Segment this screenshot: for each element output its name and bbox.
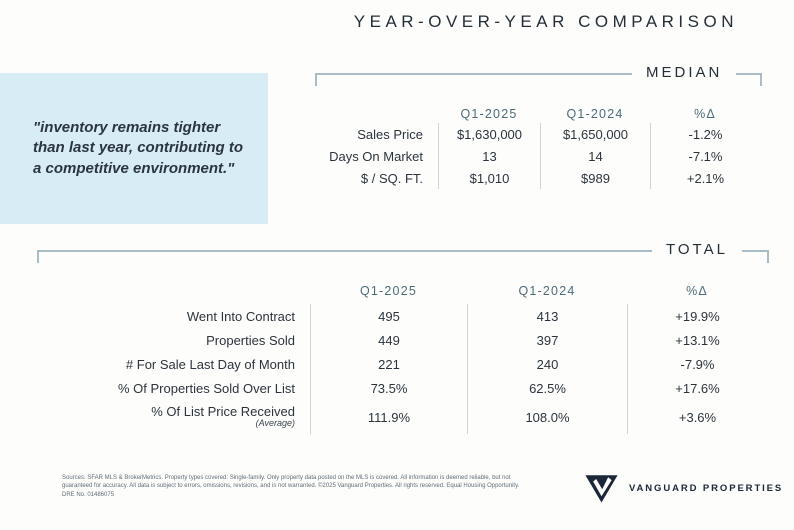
row-label: Days On Market xyxy=(329,148,423,164)
row-label: % Of Properties Sold Over List xyxy=(117,380,295,396)
row-label: $ / SQ. FT. xyxy=(360,170,423,186)
row-label: Went Into Contract xyxy=(186,308,295,324)
median-bracket-corner xyxy=(736,73,763,86)
cell-value: $989 xyxy=(540,167,650,189)
cell-value: +17.6% xyxy=(627,376,767,400)
cell-value: -1.2% xyxy=(650,123,760,145)
row-label: Properties Sold xyxy=(206,332,295,348)
total-column-header-q1-2025: Q1-2025 xyxy=(359,284,418,298)
row-label-sub: (Average) xyxy=(255,418,295,429)
cell-value: -7.9% xyxy=(627,352,767,376)
cell-value: 111.9% xyxy=(310,400,467,434)
total-section-label: TOTAL xyxy=(666,241,728,258)
cell-value: 108.0% xyxy=(467,400,627,434)
cell-value: +13.1% xyxy=(627,328,767,352)
cell-value: +3.6% xyxy=(627,400,767,434)
total-column-header-delta: %Δ xyxy=(686,284,708,298)
row-label: Sales Price xyxy=(357,126,423,142)
row-label: % Of List Price Received (Average) xyxy=(20,400,310,434)
cell-value: $1,010 xyxy=(438,167,540,189)
cell-value: 13 xyxy=(438,145,540,167)
median-column-header-q1-2025: Q1-2025 xyxy=(460,107,518,121)
cell-value: 62.5% xyxy=(467,376,627,400)
page-title: YEAR-OVER-YEAR COMPARISON xyxy=(353,12,738,31)
footer-disclaimer: Sources: SFAR MLS & BrokerMetrics. Prope… xyxy=(62,475,520,498)
cell-value: +19.9% xyxy=(627,304,767,328)
median-section-label: MEDIAN xyxy=(646,64,723,81)
cell-value: 413 xyxy=(467,304,627,328)
total-bracket-line xyxy=(37,250,652,263)
cell-value: 14 xyxy=(540,145,650,167)
total-table: Q1-2025 Q1-2024 %Δ Went Into Contract 49… xyxy=(20,278,767,434)
median-column-header-q1-2024: Q1-2024 xyxy=(566,107,624,121)
cell-value: +2.1% xyxy=(650,167,760,189)
quote-box: "inventory remains tighter than last yea… xyxy=(0,73,268,224)
total-header-spacer xyxy=(20,278,310,304)
median-section-header: MEDIAN xyxy=(315,64,763,86)
median-table: Q1-2025 Q1-2024 %Δ Sales Price $1,630,00… xyxy=(300,101,760,189)
median-bracket-line xyxy=(315,73,632,86)
cell-value: 221 xyxy=(310,352,467,376)
row-label-main: % Of List Price Received xyxy=(151,403,295,419)
row-label: # For Sale Last Day of Month xyxy=(125,356,295,372)
cell-value: 449 xyxy=(310,328,467,352)
cell-value: 73.5% xyxy=(310,376,467,400)
cell-value: $1,630,000 xyxy=(438,123,540,145)
total-bracket-corner xyxy=(741,250,769,263)
vanguard-logo-icon xyxy=(585,475,618,503)
brand-name: VANGUARD PROPERTIES xyxy=(629,483,784,494)
cell-value: -7.1% xyxy=(650,145,760,167)
total-column-header-q1-2024: Q1-2024 xyxy=(518,284,576,298)
brand-lockup: VANGUARD PROPERTIES xyxy=(584,470,783,507)
quote-text: "inventory remains tighter than last yea… xyxy=(33,119,244,177)
cell-value: 397 xyxy=(467,328,627,352)
cell-value: 240 xyxy=(467,352,627,376)
cell-value: $1,650,000 xyxy=(540,123,650,145)
median-column-header-delta: %Δ xyxy=(694,107,716,121)
cell-value: 495 xyxy=(310,304,467,328)
total-section-header: TOTAL xyxy=(37,241,769,263)
